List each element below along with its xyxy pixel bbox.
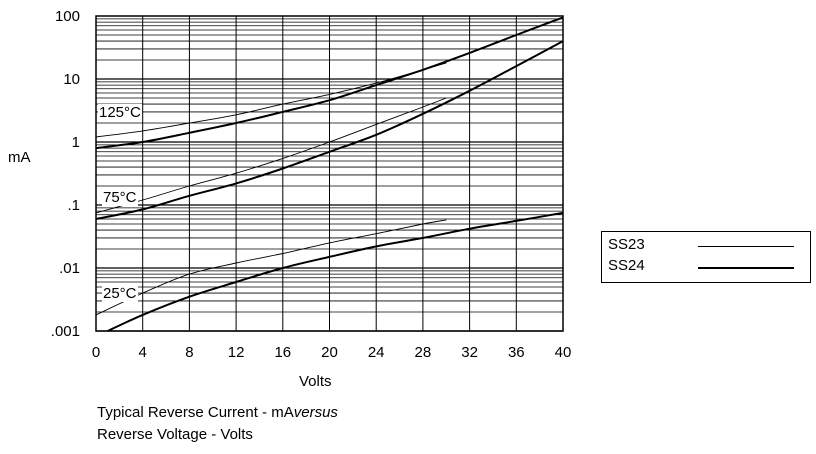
annotation-75c: 75°C (102, 189, 138, 206)
series-line-ss24-25c (107, 211, 563, 331)
annotation-25c: 25°C (102, 285, 138, 302)
legend-item-ss23: SS23 (608, 236, 645, 254)
x-tick-label: 20 (321, 344, 338, 361)
chart-legend: SS23 SS24 (601, 231, 811, 283)
legend-label-ss23: SS23 (608, 236, 645, 253)
y-tick-label: .1 (67, 197, 80, 214)
y-tick-label: 1 (72, 134, 80, 151)
chart-caption-line2: Reverse Voltage - Volts (97, 426, 253, 443)
x-tick-label: 4 (139, 344, 147, 361)
legend-item-ss24: SS24 (608, 257, 645, 275)
y-tick-label: .01 (59, 260, 80, 277)
annotation-125c: 125°C (98, 104, 142, 121)
x-tick-label: 36 (508, 344, 525, 361)
plot-frame (95, 15, 564, 332)
series-line-ss23-25c (96, 219, 447, 316)
y-tick-label: 10 (63, 71, 80, 88)
x-tick-label: 8 (185, 344, 193, 361)
legend-swatch-ss24 (698, 267, 794, 269)
caption-text: Typical Reverse Current - mA (97, 404, 294, 421)
series-line-ss23-75c (96, 97, 447, 214)
x-tick-label: 16 (274, 344, 291, 361)
x-tick-label: 24 (368, 344, 385, 361)
y-axis-label: mA (8, 149, 31, 166)
x-tick-label: 0 (92, 344, 100, 361)
x-tick-label: 12 (228, 344, 245, 361)
x-tick-label: 32 (461, 344, 478, 361)
y-tick-label: .001 (51, 323, 80, 340)
x-axis-label: Volts (299, 373, 332, 390)
x-tick-label: 40 (555, 344, 572, 361)
x-tick-label: 28 (415, 344, 432, 361)
series-line-ss24-75c (96, 40, 563, 220)
legend-label-ss24: SS24 (608, 257, 645, 274)
series-line-ss24-125c (96, 16, 563, 150)
chart-caption-line1: Typical Reverse Current - mAversus (97, 404, 338, 421)
caption-italic-versus: versus (293, 404, 338, 421)
legend-swatch-ss23 (698, 246, 794, 247)
y-tick-label: 100 (55, 8, 80, 25)
